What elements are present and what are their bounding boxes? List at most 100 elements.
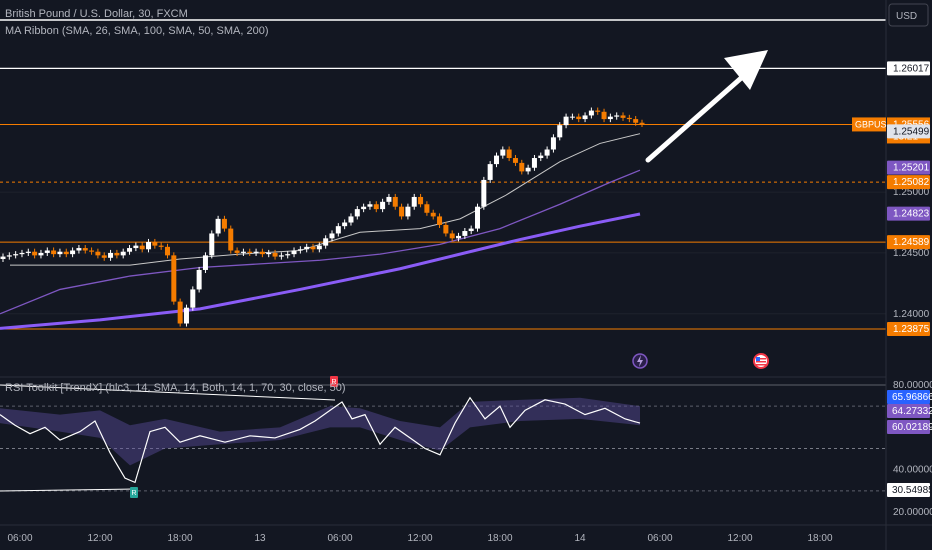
- price-tag-label: 1.25201: [893, 163, 930, 174]
- candle-body: [582, 115, 588, 120]
- time-tick-label: 06:00: [327, 533, 352, 544]
- candle-body: [437, 216, 443, 225]
- rsi-band: [0, 397, 640, 466]
- rsi-value-tag[interactable]: [887, 390, 930, 404]
- price-axis[interactable]: 1.250001.245001.240001.26017GBPUSD1.2555…: [852, 61, 932, 518]
- price-tag[interactable]: [887, 160, 930, 175]
- rsi-tick-label: 40.00000: [893, 465, 932, 476]
- candle-body: [114, 252, 120, 256]
- candle-body: [101, 255, 107, 258]
- candle-body: [6, 255, 12, 257]
- bullish-divergence-line[interactable]: [0, 488, 134, 492]
- time-tick-label: 18:00: [167, 533, 192, 544]
- rsi-tick-label: 20.00000: [893, 507, 932, 518]
- time-tick-label: 14: [574, 533, 586, 544]
- candle-body: [44, 250, 50, 253]
- candle-body: [411, 196, 417, 207]
- candle-body: [177, 301, 183, 324]
- candle-body: [221, 218, 227, 229]
- candle-body: [215, 218, 221, 234]
- candle-body: [196, 269, 202, 290]
- candle-body: [531, 158, 537, 168]
- candle-body: [310, 246, 316, 250]
- candlestick-series: [0, 107, 645, 327]
- candle-body: [462, 231, 468, 236]
- candle-body: [430, 212, 436, 217]
- price-tag[interactable]: [887, 235, 930, 250]
- candle-body: [329, 233, 335, 239]
- candle-body: [392, 196, 398, 207]
- rsi-legend[interactable]: RSI Toolkit [TrendX] (hlc3, 14, SMA, 14,…: [5, 382, 346, 394]
- price-tag[interactable]: [887, 61, 930, 76]
- candle-body: [519, 162, 525, 172]
- rsi-value-tag[interactable]: [887, 404, 930, 418]
- candle-body: [348, 216, 354, 223]
- time-tick-label: 06:00: [647, 533, 672, 544]
- candle-body: [500, 149, 506, 156]
- us-flag-event-icon[interactable]: [753, 353, 769, 369]
- bearish-divergence-line[interactable]: [0, 384, 336, 401]
- lightning-event-icon[interactable]: [632, 353, 648, 369]
- candle-body: [468, 228, 474, 232]
- ma-ribbon-legend[interactable]: MA Ribbon (SMA, 26, SMA, 100, SMA, 50, S…: [5, 25, 269, 37]
- time-tick-label: 06:00: [7, 533, 32, 544]
- candle-body: [361, 206, 367, 210]
- price-tag[interactable]: [887, 321, 930, 336]
- price-tag[interactable]: [887, 124, 930, 139]
- candle-body: [550, 137, 556, 150]
- symbol-tag-label: GBPUSD: [855, 119, 894, 129]
- time-tick-label: 18:00: [807, 533, 832, 544]
- candle-body: [228, 228, 234, 251]
- candle-body: [278, 255, 284, 257]
- currency-selector[interactable]: USD: [888, 3, 929, 27]
- currency-label: USD: [896, 11, 917, 22]
- candle-body: [171, 255, 177, 302]
- rsi-pane: RR: [0, 376, 886, 498]
- price-tick-label: 1.25000: [893, 187, 930, 198]
- candle-body: [234, 250, 240, 253]
- candle-body: [76, 248, 82, 251]
- rsi-signal-marker[interactable]: [130, 487, 138, 498]
- rsi-signal-marker[interactable]: [330, 376, 338, 387]
- candle-body: [614, 115, 620, 117]
- sma-slow-line: [0, 212, 641, 330]
- sma-mid-line: [0, 169, 641, 315]
- candle-body: [544, 149, 550, 156]
- candle-body: [538, 155, 544, 159]
- candle-body: [291, 250, 297, 255]
- price-tick-label: 1.24000: [893, 309, 930, 320]
- candle-body: [139, 245, 145, 250]
- candle-body: [209, 233, 215, 256]
- rsi-value-tag[interactable]: [887, 420, 930, 434]
- candle-body: [152, 241, 158, 246]
- price-tag-label: 1.24589: [893, 237, 930, 248]
- candle-body: [557, 125, 563, 138]
- candle-body: [297, 249, 303, 251]
- candle-body: [285, 254, 291, 256]
- price-tag[interactable]: [887, 175, 930, 190]
- rsi-value-tag-label: 65.96866: [892, 392, 932, 403]
- candle-body: [108, 252, 114, 258]
- candle-body: [259, 251, 265, 255]
- rsi-signal-label: R: [131, 490, 136, 497]
- candle-body: [120, 251, 126, 256]
- candle-body: [633, 119, 639, 123]
- candle-body: [367, 204, 373, 207]
- candle-body: [133, 245, 139, 249]
- time-axis[interactable]: 06:00 12:00 18:00 13 06:00 12:00 18:00 14 06:00 1…: [7, 533, 832, 544]
- rsi-value-tag-label: 60.02189: [892, 422, 932, 433]
- candle-body: [626, 117, 632, 120]
- trend-arrow-annotation[interactable]: [645, 50, 768, 163]
- symbol-tag[interactable]: [852, 117, 886, 132]
- rsi-value-tag[interactable]: [887, 483, 930, 497]
- price-tag[interactable]: [887, 206, 930, 221]
- candle-body: [183, 307, 189, 324]
- symbol-title[interactable]: British Pound / U.S. Dollar, 30, FXCM: [5, 8, 188, 20]
- candle-body: [525, 167, 531, 172]
- candle-body: [373, 204, 379, 210]
- candle-body: [95, 251, 101, 256]
- rsi-signal-label: R: [331, 379, 336, 386]
- candle-body: [323, 238, 329, 246]
